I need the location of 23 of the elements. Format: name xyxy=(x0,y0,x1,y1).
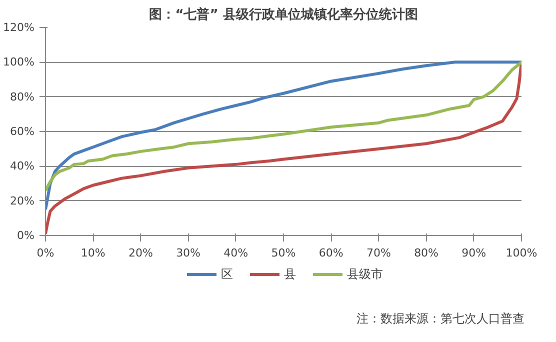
x-tick-label: 20% xyxy=(128,246,153,260)
x-tick-label: 80% xyxy=(414,246,439,260)
y-tick-label: 0% xyxy=(17,229,34,242)
x-tick-label: 10% xyxy=(80,246,106,260)
y-tick-label: 40% xyxy=(10,160,35,173)
x-tick-label: 50% xyxy=(271,246,296,260)
x-tick-label: 30% xyxy=(176,246,201,260)
x-tick-label: 60% xyxy=(318,246,344,260)
legend-label: 区 xyxy=(221,266,234,282)
x-tick-label: 40% xyxy=(224,246,248,260)
chart-title: 图：“七普” 县级行政单位城镇化率分位统计图 xyxy=(149,6,418,22)
y-tick-label: 100% xyxy=(3,56,35,69)
y-tick-label: 80% xyxy=(10,90,35,104)
y-tick-label: 120% xyxy=(3,21,35,34)
x-tick-label: 70% xyxy=(366,246,391,260)
x-tick-label: 90% xyxy=(462,246,486,260)
x-tick-label: 0% xyxy=(36,246,54,260)
legend-label: 县级市 xyxy=(347,266,383,282)
text: 注：数据来源：第七次人口普查 xyxy=(356,312,524,326)
legend-label: 县 xyxy=(284,266,297,282)
y-tick-label: 60% xyxy=(10,125,35,138)
x-tick-label: 100% xyxy=(506,246,538,260)
y-tick-label: 20% xyxy=(10,194,35,208)
